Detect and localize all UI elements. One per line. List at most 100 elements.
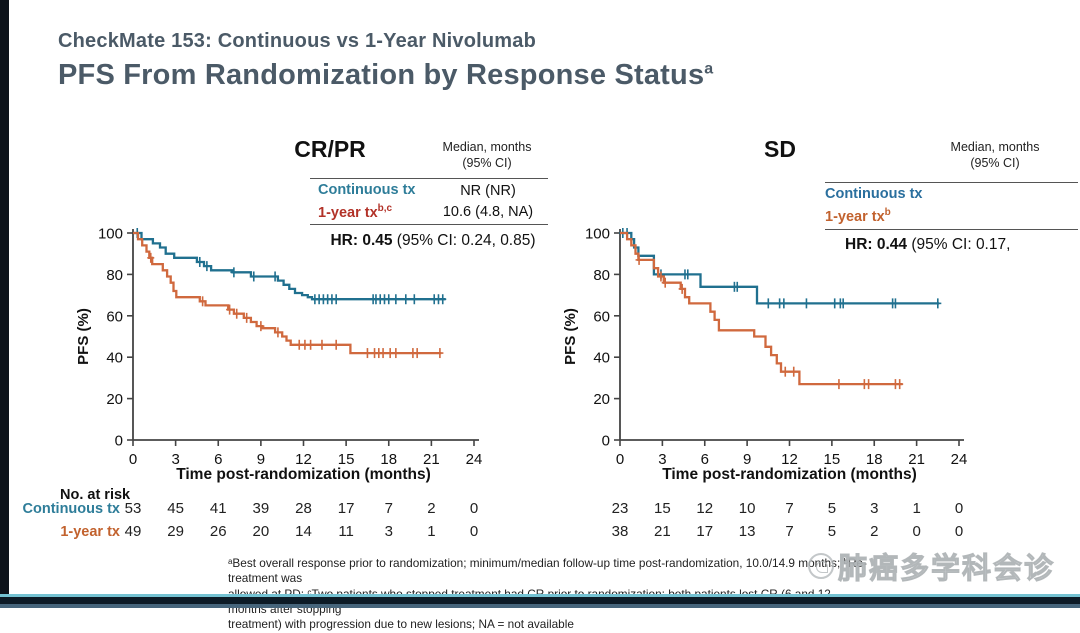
at-risk-value: 0: [470, 500, 478, 517]
at-risk-value: 28: [295, 500, 312, 517]
y-tick-label: 20: [106, 391, 123, 408]
x-tick-label: 24: [951, 451, 968, 468]
km-curve-continuous-tx: [620, 231, 940, 305]
hazard-ratio-ci: (95% CI: 0.17,: [907, 236, 1011, 253]
at-risk-value: 10: [739, 500, 756, 517]
hazard-ratio-text: HR: 0.45 (95% CI: 0.24, 0.85): [308, 232, 558, 250]
hazard-ratio-text: HR: 0.44 (95% CI: 0.17,: [845, 236, 1080, 254]
x-tick-label: 9: [257, 451, 265, 468]
at-risk-value: 41: [210, 500, 227, 517]
at-risk-value: 17: [338, 500, 355, 517]
at-risk-value: 20: [253, 523, 270, 540]
y-tick-label: 0: [115, 433, 123, 450]
y-tick-label: 80: [593, 267, 610, 284]
at-risk-value: 15: [654, 500, 671, 517]
at-risk-value: 1: [912, 500, 920, 517]
at-risk-value: 14: [295, 523, 312, 540]
at-risk-value: 13: [739, 523, 756, 540]
legend-rule-bottom: [310, 224, 548, 225]
at-risk-value: 12: [696, 500, 713, 517]
at-risk-value: 7: [785, 523, 793, 540]
y-tick-label: 40: [106, 350, 123, 367]
censor-marks-continuous-tx: [619, 228, 942, 309]
median-column-header: Median, months (95% CI): [427, 140, 547, 171]
slide-bottom-bar-lower: [0, 604, 1080, 608]
at-risk-value: 2: [870, 523, 878, 540]
at-risk-value: 7: [785, 500, 793, 517]
x-tick-label: 21: [423, 451, 440, 468]
at-risk-row-label: 1-year tx: [60, 524, 120, 540]
legend-series-name: 1-year tx: [318, 204, 378, 221]
x-tick-label: 15: [824, 451, 841, 468]
legend-series-label: Continuous tx: [318, 182, 415, 198]
y-axis-title: PFS (%): [75, 308, 92, 365]
x-tick-label: 0: [616, 451, 624, 468]
slide-header: CheckMate 153: Continuous vs 1-Year Nivo…: [58, 30, 1058, 92]
slide-left-edge-strip: [0, 0, 9, 608]
x-tick-label: 12: [781, 451, 798, 468]
y-tick-label: 0: [602, 433, 610, 450]
legend-footnote-marker: b,c: [377, 203, 393, 214]
x-tick-label: 3: [658, 451, 666, 468]
watermark-text: 肺癌多学科会诊: [837, 553, 1056, 586]
km-curve-1-year-tx: [620, 231, 903, 386]
response-group-title: CR/PR: [294, 136, 366, 162]
at-risk-value: 49: [125, 523, 142, 540]
x-tick-label: 15: [338, 451, 355, 468]
at-risk-value: 0: [912, 523, 920, 540]
x-tick-label: 24: [466, 451, 483, 468]
y-tick-label: 80: [106, 267, 123, 284]
legend-rule-bottom: [825, 229, 1078, 230]
at-risk-value: 29: [167, 523, 184, 540]
at-risk-value: 53: [125, 500, 142, 517]
at-risk-value: 17: [696, 523, 713, 540]
y-axis-title: PFS (%): [562, 308, 579, 365]
slide-title: CheckMate 153: Continuous vs 1-Year Nivo…: [58, 30, 537, 52]
hazard-ratio-ci: (95% CI: 0.24, 0.85): [392, 232, 536, 249]
at-risk-value: 26: [210, 523, 227, 540]
y-tick-label: 60: [593, 308, 610, 325]
median-header-line2: (95% CI): [462, 155, 512, 170]
legend-median-value: NR (NR): [460, 183, 516, 199]
at-risk-value: 0: [955, 500, 963, 517]
y-tick-label: 20: [593, 391, 610, 408]
km-curve-continuous-tx: [133, 231, 446, 301]
at-risk-value: 38: [612, 523, 629, 540]
censor-marks-1-year-tx: [635, 254, 904, 390]
legend-series-name: Continuous tx: [318, 182, 416, 198]
median-column-header: Median, months (95% CI): [935, 140, 1055, 171]
at-risk-value: 3: [870, 500, 878, 517]
at-risk-value: 3: [385, 523, 393, 540]
x-axis-title: Time post-randomization (months): [176, 466, 431, 483]
censor-marks-continuous-tx: [133, 228, 447, 305]
x-tick-label: 0: [129, 451, 137, 468]
at-risk-value: 21: [654, 523, 671, 540]
at-risk-value: 5: [828, 523, 836, 540]
response-group-title: SD: [764, 136, 796, 162]
slide-subtitle: PFS From Randomization by Response Statu…: [58, 59, 1058, 92]
hazard-ratio-value: HR: 0.44: [845, 236, 908, 253]
x-tick-label: 3: [171, 451, 179, 468]
at-risk-value: 45: [167, 500, 184, 517]
slide-bottom-accent-line: [0, 594, 1080, 597]
y-tick-label: 40: [593, 350, 610, 367]
legend-series-label: 1-year txb,c: [318, 203, 392, 221]
at-risk-value: 0: [470, 523, 478, 540]
footnote-line-1: ᵃBest overall response prior to randomiz…: [228, 556, 867, 586]
at-risk-value: 23: [612, 500, 629, 517]
median-header-line2: (95% CI): [970, 155, 1020, 170]
km-curve-1-year-tx: [133, 231, 442, 355]
legend-rule-top: [310, 178, 548, 179]
slide-subtitle-text: PFS From Randomization by Response Statu…: [58, 59, 705, 91]
x-tick-label: 18: [380, 451, 397, 468]
legend-series-label: 1-year txb: [825, 207, 891, 225]
median-header-line1: Median, months: [950, 140, 1040, 154]
at-risk-value: 7: [385, 500, 393, 517]
median-header-line1: Median, months: [442, 140, 532, 154]
x-axis-title: Time post-randomization (months): [662, 466, 917, 483]
at-risk-value: 2: [427, 500, 435, 517]
slide-subtitle-footnote-marker: a: [704, 60, 714, 78]
slide-bottom-bar: [0, 597, 1080, 604]
km-chart-crpr: CR/PR Median, months (95% CI) Continuous tx…: [20, 130, 550, 550]
